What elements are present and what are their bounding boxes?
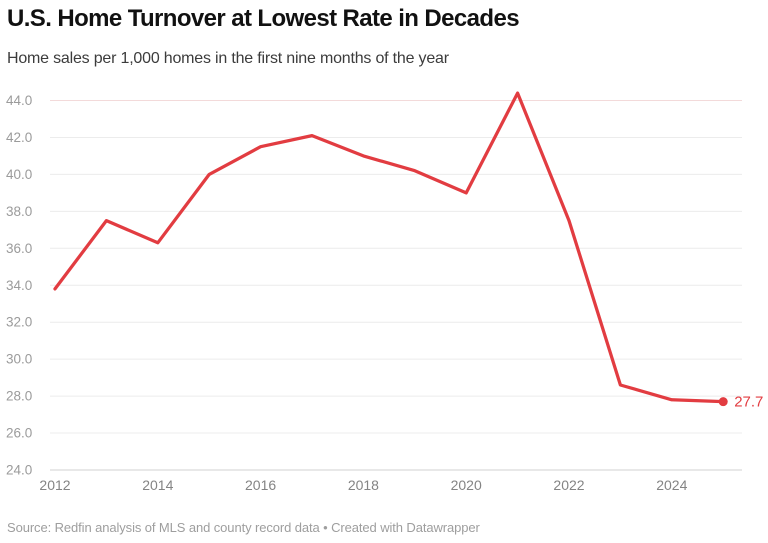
y-tick-label: 34.0 — [6, 278, 32, 293]
y-tick-label: 42.0 — [6, 130, 32, 145]
series-line — [53, 91, 725, 404]
x-tick-label: 2016 — [245, 477, 276, 493]
x-tick-label: 2020 — [451, 477, 482, 493]
x-tick-label: 2012 — [39, 477, 70, 493]
source-footer: Source: Redfin analysis of MLS and count… — [7, 520, 480, 535]
x-tick-label: 2022 — [553, 477, 584, 493]
y-tick-label: 24.0 — [6, 463, 32, 478]
chart-subtitle: Home sales per 1,000 homes in the first … — [7, 50, 449, 67]
y-tick-label: 40.0 — [6, 167, 32, 182]
x-tick-label: 2024 — [656, 477, 687, 493]
y-tick-label: 30.0 — [6, 352, 32, 367]
x-tick-label: 2014 — [142, 477, 173, 493]
chart-title: U.S. Home Turnover at Lowest Rate in Dec… — [7, 5, 520, 32]
y-tick-label: 26.0 — [6, 426, 32, 441]
y-tick-label: 32.0 — [6, 315, 32, 330]
y-tick-label: 28.0 — [6, 389, 32, 404]
y-tick-label: 44.0 — [6, 93, 32, 108]
endpoint-value-label: 27.7 — [734, 394, 763, 411]
y-tick-label: 36.0 — [6, 241, 32, 256]
y-tick-label: 38.0 — [6, 204, 32, 219]
x-tick-label: 2018 — [348, 477, 379, 493]
endpoint-dot — [718, 397, 728, 407]
